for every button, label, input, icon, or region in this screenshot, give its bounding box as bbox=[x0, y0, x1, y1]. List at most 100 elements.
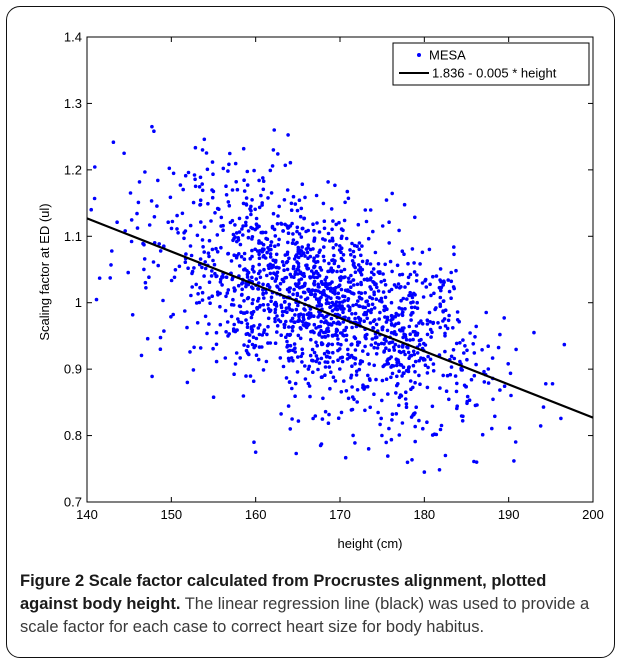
data-point bbox=[198, 346, 203, 350]
data-point bbox=[190, 285, 194, 289]
data-point bbox=[283, 163, 288, 168]
data-point bbox=[390, 418, 394, 422]
data-point bbox=[341, 333, 345, 337]
data-point bbox=[315, 343, 320, 348]
data-point bbox=[463, 344, 467, 348]
data-point bbox=[282, 198, 287, 202]
data-point bbox=[364, 219, 369, 224]
data-point bbox=[398, 273, 402, 277]
data-point bbox=[330, 280, 334, 284]
data-point bbox=[284, 319, 288, 324]
data-point bbox=[225, 320, 230, 324]
data-point bbox=[447, 313, 451, 318]
data-point bbox=[266, 196, 270, 200]
data-point bbox=[415, 273, 419, 277]
data-point bbox=[389, 437, 394, 442]
data-point bbox=[344, 333, 349, 338]
data-point bbox=[193, 177, 197, 182]
data-point bbox=[366, 236, 371, 241]
data-point bbox=[257, 205, 262, 210]
data-point bbox=[336, 284, 341, 289]
data-point bbox=[89, 207, 94, 212]
data-point bbox=[288, 427, 293, 431]
data-point bbox=[374, 322, 379, 327]
data-point bbox=[305, 296, 310, 301]
data-point bbox=[142, 257, 147, 261]
data-point bbox=[339, 269, 343, 274]
data-point bbox=[122, 151, 126, 156]
data-point bbox=[286, 356, 291, 361]
data-point bbox=[314, 193, 319, 198]
data-point bbox=[344, 389, 349, 393]
data-point bbox=[346, 297, 351, 301]
data-point bbox=[205, 331, 209, 336]
data-point bbox=[234, 180, 238, 184]
data-point bbox=[428, 320, 433, 324]
data-point bbox=[322, 226, 327, 231]
data-point bbox=[257, 262, 262, 267]
data-point bbox=[328, 239, 332, 243]
data-point bbox=[486, 344, 491, 349]
data-point bbox=[250, 248, 254, 253]
legend-label: 1.836 - 0.005 * height bbox=[432, 66, 557, 81]
data-point bbox=[369, 270, 374, 275]
data-point bbox=[342, 294, 347, 299]
data-point bbox=[380, 433, 384, 438]
data-point bbox=[385, 315, 390, 320]
data-point bbox=[259, 193, 263, 198]
data-point bbox=[453, 374, 458, 378]
data-point bbox=[245, 275, 250, 279]
data-point bbox=[270, 226, 275, 230]
data-point bbox=[229, 259, 234, 263]
data-point bbox=[289, 356, 294, 360]
data-point bbox=[135, 211, 139, 216]
data-point bbox=[352, 243, 357, 248]
data-point bbox=[349, 343, 354, 347]
data-point bbox=[215, 290, 220, 295]
data-point bbox=[455, 404, 460, 409]
data-point bbox=[306, 367, 311, 371]
data-point bbox=[129, 239, 134, 244]
data-point bbox=[308, 394, 312, 399]
data-point bbox=[401, 349, 406, 354]
data-point bbox=[294, 307, 299, 312]
data-point bbox=[334, 243, 338, 247]
data-point bbox=[242, 268, 246, 272]
data-point bbox=[371, 326, 375, 330]
data-point bbox=[413, 330, 417, 334]
x-tick-label: 170 bbox=[329, 507, 351, 522]
data-point bbox=[349, 252, 353, 257]
data-point bbox=[434, 274, 439, 278]
data-point bbox=[241, 394, 246, 398]
data-point bbox=[295, 225, 300, 230]
data-point bbox=[200, 238, 205, 242]
data-point bbox=[289, 319, 293, 323]
data-point bbox=[354, 369, 359, 374]
data-point bbox=[327, 261, 331, 266]
data-point bbox=[286, 404, 291, 408]
data-point bbox=[319, 341, 324, 345]
data-point bbox=[268, 168, 273, 173]
data-point bbox=[207, 280, 212, 285]
data-point bbox=[151, 260, 156, 264]
data-point bbox=[373, 341, 378, 345]
data-point bbox=[369, 307, 374, 312]
data-point bbox=[550, 381, 555, 386]
data-point bbox=[214, 330, 219, 335]
data-point bbox=[250, 275, 254, 280]
data-point bbox=[384, 339, 388, 343]
data-point bbox=[235, 239, 239, 244]
data-point bbox=[241, 201, 246, 206]
x-tick-label: 190 bbox=[498, 507, 520, 522]
data-point bbox=[238, 242, 243, 247]
data-point bbox=[246, 295, 251, 300]
data-point bbox=[315, 357, 320, 361]
data-point bbox=[285, 345, 289, 349]
data-point bbox=[443, 349, 447, 354]
data-point bbox=[214, 359, 219, 364]
data-point bbox=[169, 226, 174, 231]
data-point bbox=[369, 310, 373, 315]
data-point bbox=[265, 332, 269, 337]
data-point bbox=[311, 271, 316, 276]
data-point bbox=[336, 358, 340, 363]
